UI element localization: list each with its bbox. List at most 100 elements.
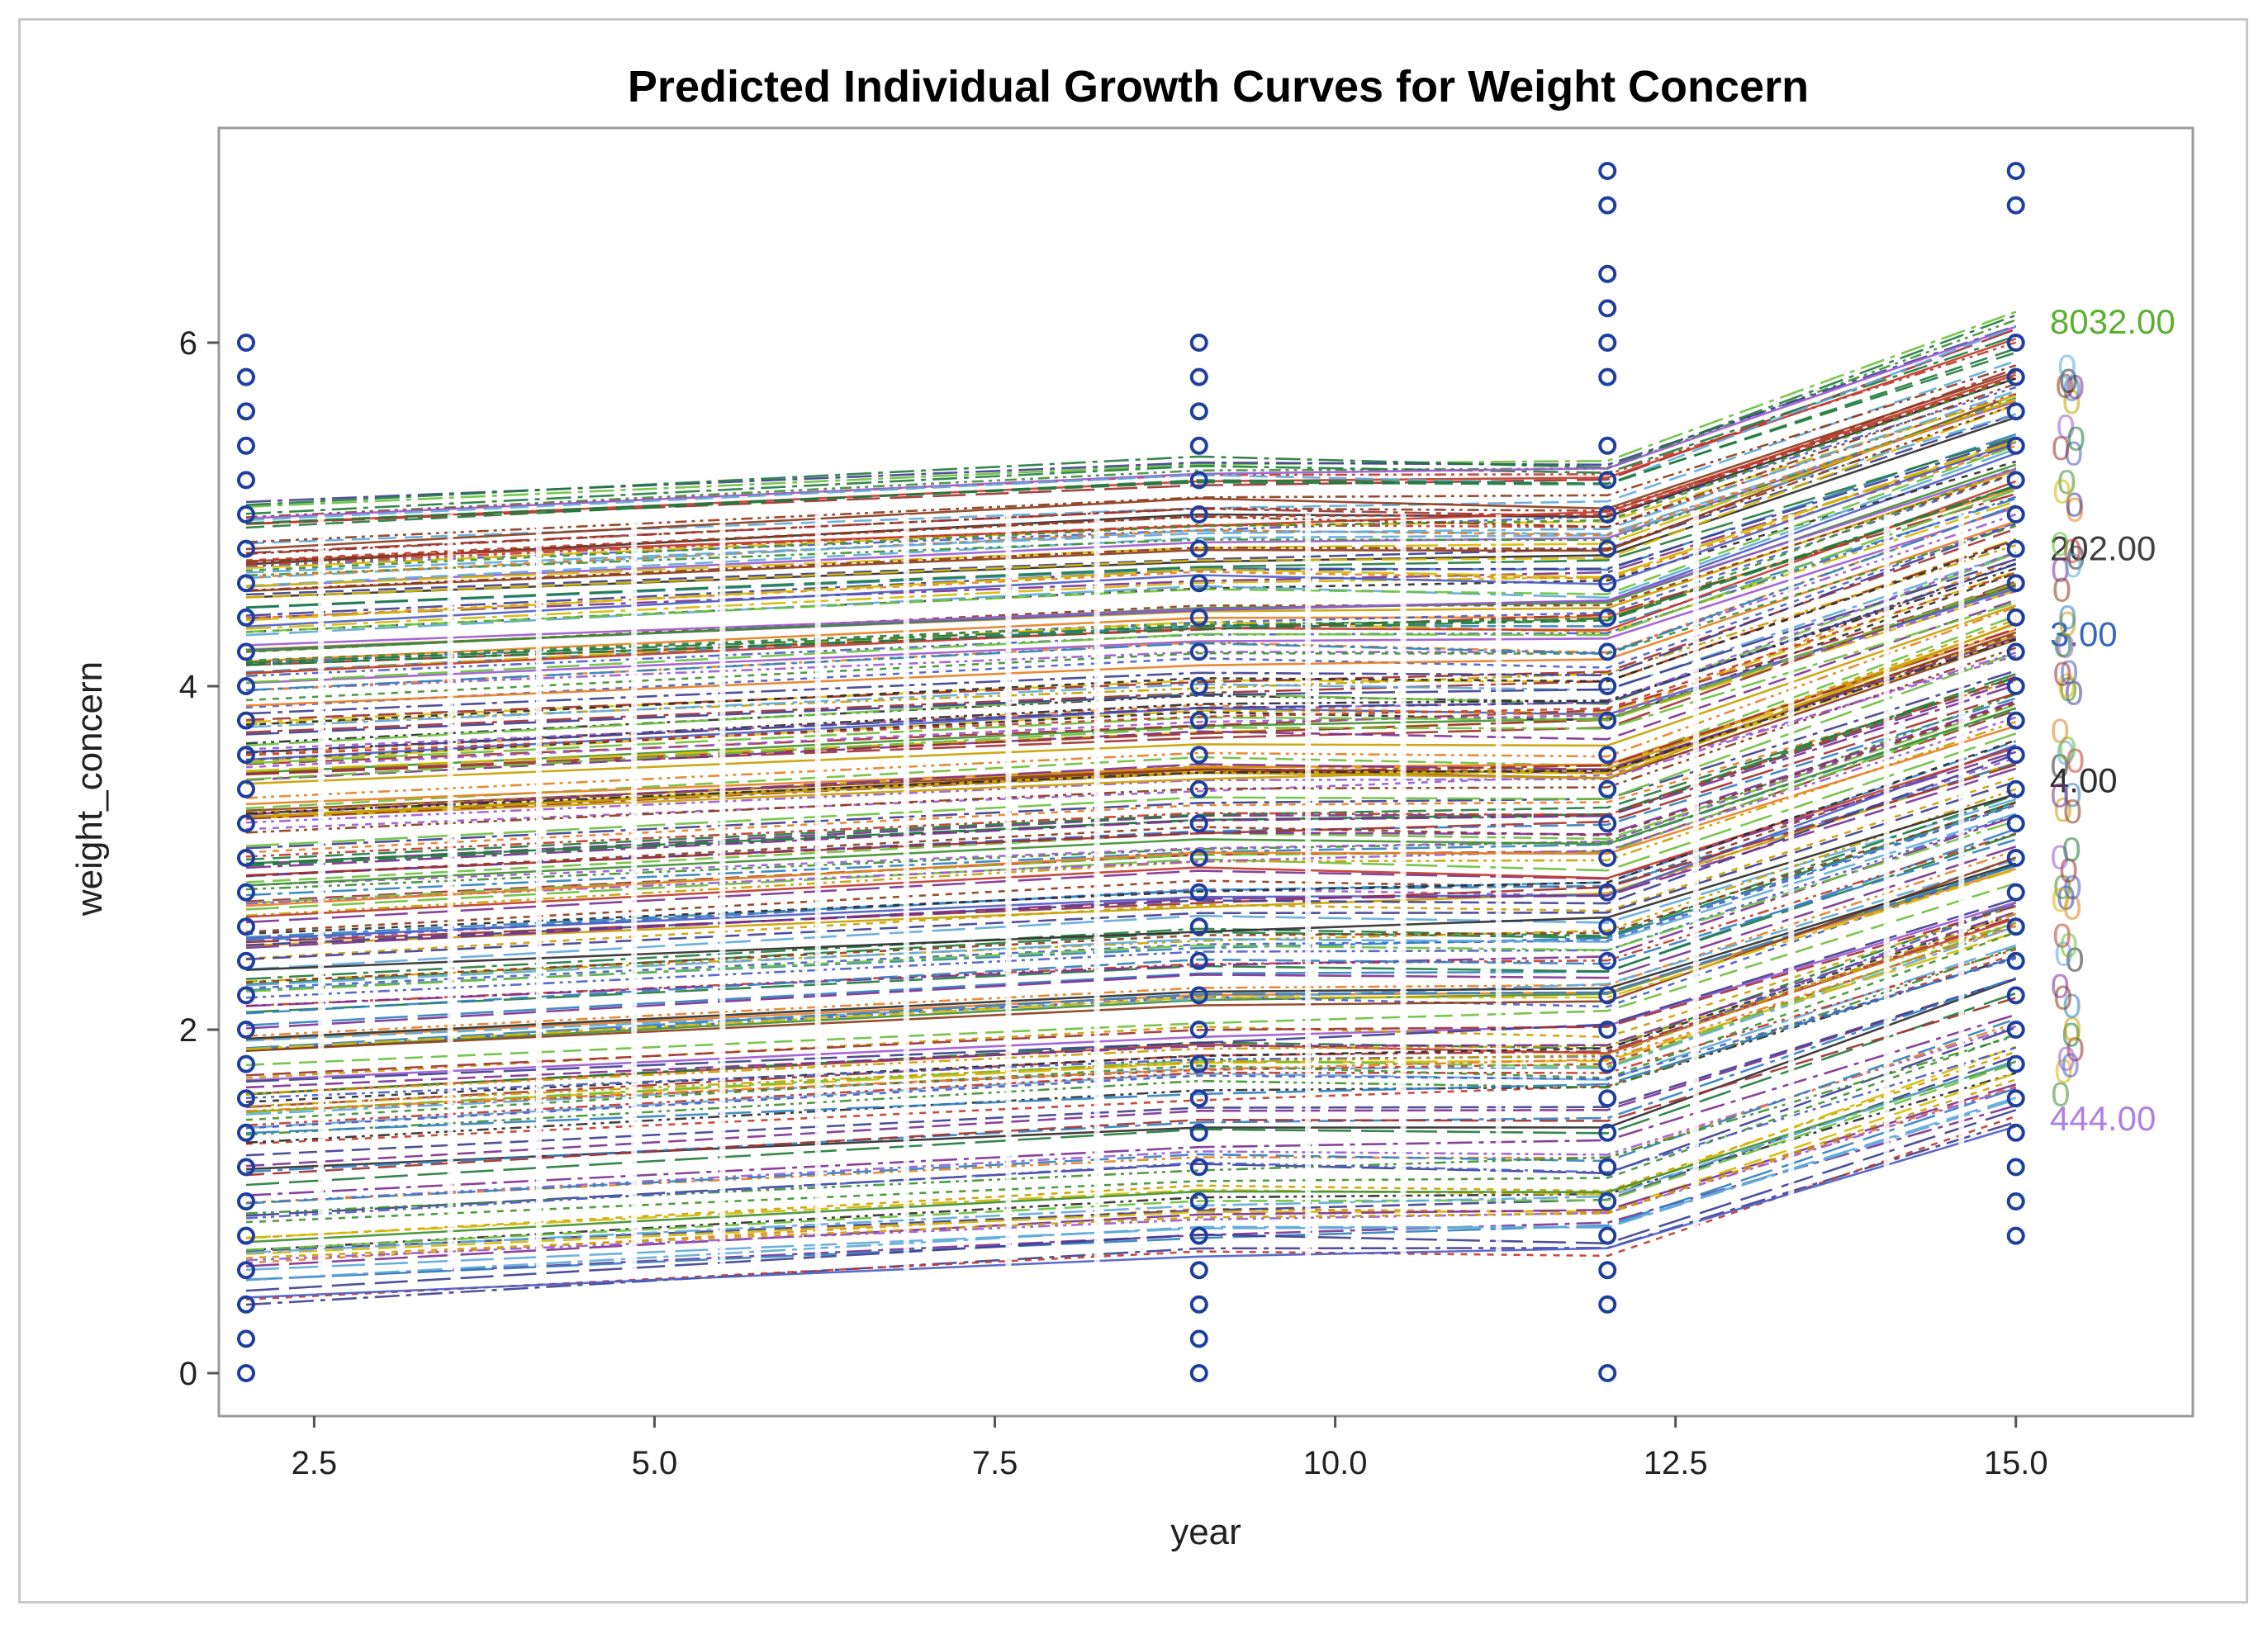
curve-end-label-overlap: 0 (2057, 879, 2076, 917)
chart-frame: Predicted Individual Growth Curves for W… (18, 18, 2248, 1604)
observed-point (1189, 746, 1208, 765)
y-tick-label: 0 (179, 1356, 197, 1392)
observed-point (236, 1261, 255, 1280)
observed-point (1598, 1089, 1617, 1108)
observed-point (1189, 1295, 1208, 1314)
observed-point (1189, 1364, 1208, 1382)
observed-point (1598, 1364, 1617, 1382)
observed-point (2006, 608, 2025, 627)
curve-end-label-overlap: 0 (2065, 490, 2084, 529)
observed-point (1189, 711, 1208, 730)
curve-end-label: 202.00 (2050, 529, 2156, 568)
observed-point (2006, 539, 2025, 558)
observed-point (1189, 334, 1208, 352)
observed-point (236, 1226, 255, 1245)
observed-point (1189, 814, 1208, 833)
observed-point (1598, 1261, 1617, 1280)
observed-point (1598, 677, 1617, 695)
curve-end-label-overlap: 0 (2059, 926, 2078, 964)
x-tick-label: 10.0 (1303, 1445, 1368, 1481)
curve-end-label-overlap: 0 (2058, 729, 2077, 768)
growth-curve (245, 341, 2017, 519)
observed-point (236, 1054, 255, 1073)
observed-point (1598, 849, 1617, 867)
growth-curve (245, 377, 2017, 556)
curve-end-label-overlap: 0 (2062, 986, 2081, 1025)
observed-point (2006, 883, 2025, 902)
observed-point (2006, 436, 2025, 455)
curve-end-label-overlap: 0 (2056, 626, 2075, 665)
observed-point (2006, 1226, 2025, 1245)
y-axis: 0 2 4 6 (179, 325, 219, 1392)
growth-curve (245, 334, 2017, 515)
observed-point (2006, 746, 2025, 765)
observed-point (236, 746, 255, 765)
curve-end-label-overlap: 0 (2064, 433, 2083, 472)
observed-point (236, 471, 255, 490)
observed-point (2006, 642, 2025, 661)
observed-point (2006, 1054, 2025, 1073)
curve-end-label-overlap: 0 (2051, 712, 2070, 751)
observed-point (1189, 1054, 1208, 1073)
observed-point (1189, 505, 1208, 524)
growth-curve (245, 325, 2017, 522)
curve-end-label-overlap: 0 (2059, 670, 2078, 708)
growth-curve (245, 325, 2017, 520)
curve-end-label-overlap: 0 (2051, 967, 2070, 1006)
growth-curve (245, 314, 2017, 506)
curve-end-label-overlap: 0 (2061, 1046, 2080, 1085)
curve-end-label-overlap: 0 (2050, 746, 2069, 785)
observed-point (1189, 574, 1208, 593)
curve-end-label-overlap: 0 (2066, 419, 2085, 457)
observed-point (1189, 367, 1208, 386)
observed-point (1189, 883, 1208, 902)
observed-point (2006, 505, 2025, 524)
x-tick-label: 12.5 (1644, 1445, 1708, 1481)
observed-point (2006, 367, 2025, 386)
curve-end-label-overlap: 0 (2063, 792, 2082, 831)
curve-end-label-overlap: 0 (2062, 531, 2081, 570)
chart-title: Predicted Individual Growth Curves for W… (628, 62, 1809, 111)
observed-point (1598, 505, 1617, 524)
curve-end-label-overlap: 0 (2054, 934, 2073, 973)
observed-point (236, 1329, 255, 1348)
curve-end-label-overlap: 0 (2053, 868, 2072, 907)
curve-end-label-overlap: 0 (2057, 1039, 2076, 1078)
observed-point (236, 883, 255, 902)
observed-point (1598, 196, 1617, 215)
observed-point (2006, 1021, 2025, 1039)
chart: Predicted Individual Growth Curves for W… (69, 62, 2194, 1552)
observed-point (236, 642, 255, 661)
observed-point (1189, 1261, 1208, 1280)
observed-point (2006, 471, 2025, 490)
curve-end-label-overlap: 0 (2066, 367, 2085, 406)
observed-point (1598, 539, 1617, 558)
observed-point (1598, 814, 1617, 833)
observed-point (236, 539, 255, 558)
observed-point (236, 436, 255, 455)
observed-point (236, 1295, 255, 1314)
curve-end-label-overlap: 0 (2051, 880, 2070, 919)
curve-end-label-overlap: 0 (2066, 741, 2085, 780)
observed-point (2006, 574, 2025, 593)
curve-end-label-overlap: 0 (2065, 486, 2084, 524)
curve-end-label: 3.00 (2050, 615, 2118, 654)
x-tick-label: 2.5 (292, 1445, 338, 1481)
curve-end-label-overlap: 0 (2062, 1010, 2081, 1049)
curve-end-labels: 8032.003.00202.004.00444.000000000000000… (2050, 302, 2175, 1138)
observed-point (236, 951, 255, 970)
observed-point (1598, 299, 1617, 318)
curve-end-label-overlap: 0 (2058, 598, 2077, 637)
observed-point (236, 574, 255, 593)
growth-curves (245, 310, 2017, 1306)
curve-end-label-overlap: 0 (2056, 407, 2075, 446)
observed-point (236, 814, 255, 833)
growth-curve (245, 351, 2017, 529)
observed-point (236, 917, 255, 936)
observed-point (236, 849, 255, 867)
observed-point (2006, 779, 2025, 798)
observed-point (1189, 608, 1208, 627)
observed-point (1189, 1123, 1208, 1142)
observed-point (2006, 677, 2025, 695)
growth-curve (245, 347, 2017, 524)
